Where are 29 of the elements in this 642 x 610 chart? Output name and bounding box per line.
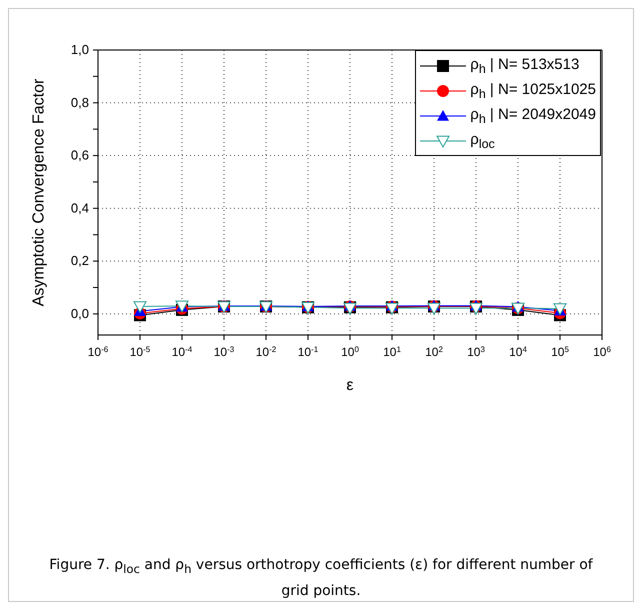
x-tick-label: 10$^{4}$ bbox=[509, 344, 528, 359]
y-axis-title: Asymptotic Convergence Factor bbox=[30, 78, 48, 306]
y-tick-label: 0,4 bbox=[70, 200, 89, 216]
point bbox=[470, 302, 482, 315]
x-tick-label: 10$^{-1}$ bbox=[298, 344, 319, 359]
x-tick-label: 10$^{-3}$ bbox=[214, 344, 235, 359]
x-tick-label: 10$^{-5}$ bbox=[130, 344, 151, 359]
y-tick-label: 0,0 bbox=[70, 306, 89, 321]
point bbox=[428, 302, 440, 315]
caption: Figure 7. ρ$_{loc}$ and ρ$_{h}$ versus orthotropy coefficients (ε) for different number of grid points. bbox=[48, 556, 594, 601]
x-tick-label: 10$^{1}$ bbox=[383, 344, 402, 359]
point bbox=[134, 301, 146, 313]
x-tick-label: 10$^{-4}$ bbox=[172, 344, 193, 359]
x-axis-title: ε bbox=[346, 377, 354, 394]
x-tick-label: 10$^{0}$ bbox=[341, 344, 360, 359]
legend-label: ρ$_{loc}$ bbox=[470, 130, 495, 150]
legend-label: ρ$_{h}$ | N= 513x513 bbox=[470, 56, 580, 76]
y-tick-label: 0,8 bbox=[70, 94, 89, 110]
x-tick-label: 10$^{2}$ bbox=[425, 344, 444, 359]
legend-label: ρ$_{h}$ | N= 2049x2049 bbox=[470, 106, 596, 126]
x-tick-label: 10$^{-6}$ bbox=[88, 344, 109, 359]
y-tick-label: 1,0 bbox=[70, 42, 89, 57]
x-tick-label: 10$^{6}$ bbox=[593, 344, 612, 359]
y-tick-label: 0,6 bbox=[70, 148, 89, 163]
y-tick-label: 0,2 bbox=[70, 253, 89, 268]
x-tick-label: 10$^{-2}$ bbox=[256, 344, 277, 359]
x-tick-label: 10$^{5}$ bbox=[551, 344, 570, 359]
legend-label: ρ$_{h}$ | N= 1025x1025 bbox=[470, 80, 596, 100]
x-tick-label: 10$^{3}$ bbox=[467, 344, 486, 359]
